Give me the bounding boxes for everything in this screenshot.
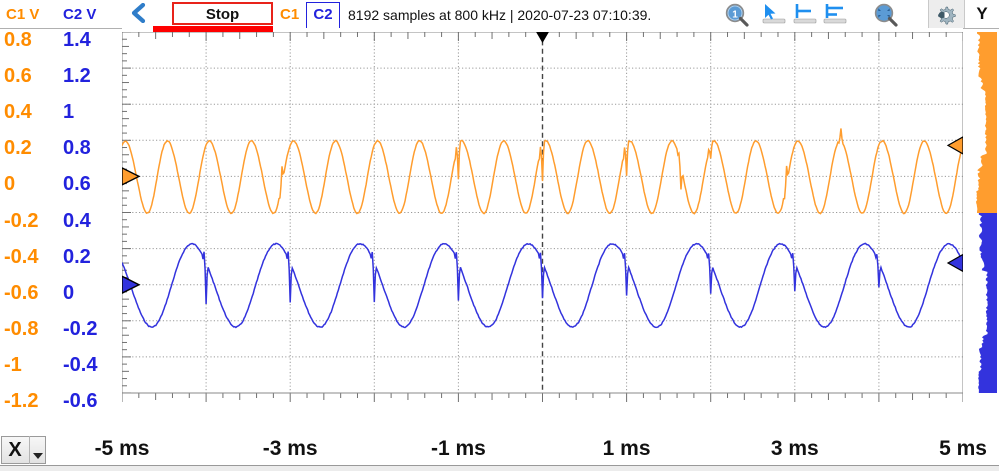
svg-text:1: 1 xyxy=(732,10,738,21)
